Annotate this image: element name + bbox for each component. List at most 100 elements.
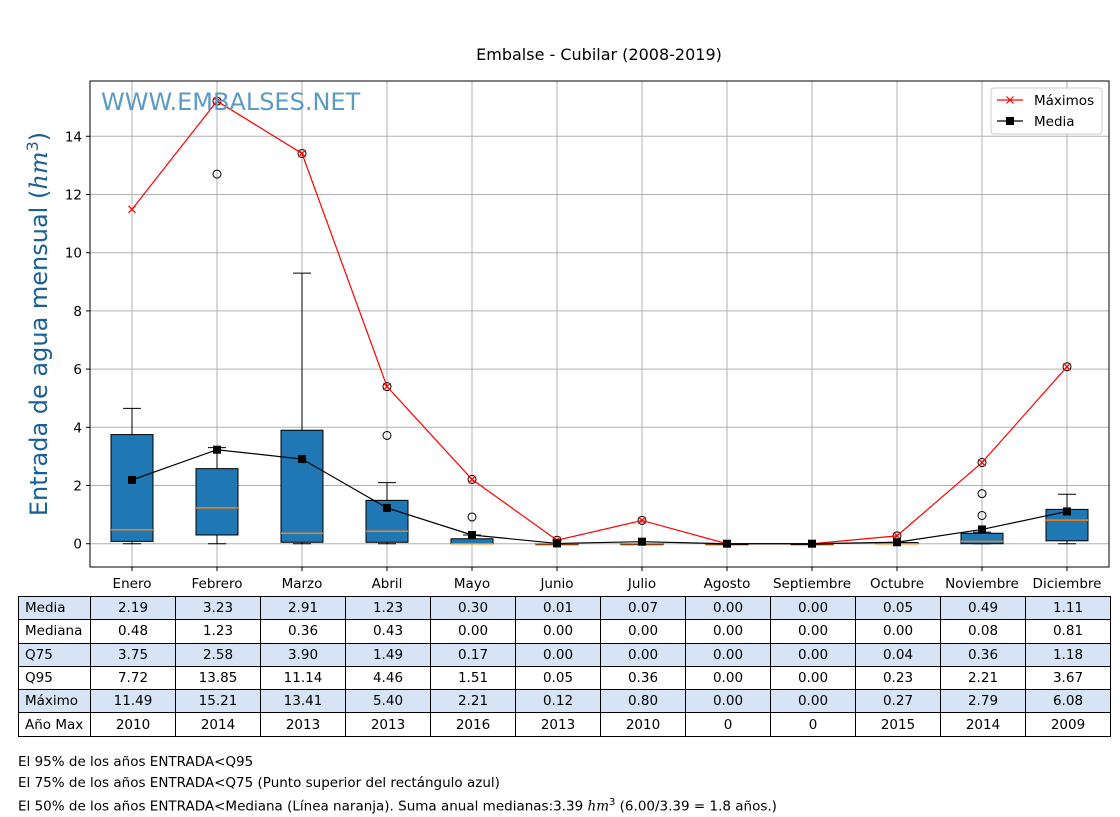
media-marker [1063, 507, 1071, 516]
table-cell: 0.00 [600, 619, 686, 644]
table-row-label: Media [18, 595, 91, 621]
x-tick-label: Agosto [704, 576, 751, 592]
table-cell: 0.80 [600, 689, 686, 714]
table-cell: 0.05 [855, 595, 941, 621]
table-row-label: Año Max [18, 712, 91, 737]
legend: Máximos Media [990, 87, 1103, 135]
footnotes: El 95% de los años ENTRADA<Q95 El 75% de… [18, 752, 777, 817]
table-cell: 0.36 [940, 642, 1026, 667]
box-iqr [960, 532, 1004, 545]
table-cell: 3.90 [260, 642, 346, 667]
outlier-point [467, 512, 477, 522]
table-cell: 0.00 [770, 642, 856, 667]
x-tick-label: Noviembre [945, 576, 1019, 592]
media-marker [213, 445, 221, 454]
y-tick-label: 8 [73, 304, 82, 320]
table-cell: 0.49 [940, 595, 1026, 621]
table-row-label: Mediana [18, 619, 91, 644]
x-tick-label: Diciembre [1033, 576, 1102, 592]
x-tick-label: Septiembre [773, 576, 851, 592]
y-tick-label: 10 [65, 246, 82, 262]
table-cell: 0.17 [430, 642, 516, 667]
table-cell: 0.00 [685, 619, 771, 644]
table-cell: 2.58 [175, 642, 261, 667]
media-marker [553, 539, 561, 548]
media-marker [383, 503, 391, 512]
table-cell: 2014 [940, 712, 1026, 737]
y-axis-label: Entrada de agua mensual (hm3) [23, 132, 54, 516]
y-tick-label: 4 [73, 420, 82, 436]
table-cell: 1.18 [1025, 642, 1111, 667]
table-cell: 0.00 [770, 665, 856, 691]
table-cell: 0.43 [345, 619, 431, 644]
y-tick-label: 2 [73, 479, 82, 495]
table-cell: 0.05 [515, 665, 601, 691]
media-marker [808, 539, 816, 548]
box-series [110, 96, 1089, 546]
note-median-ratio: (6.00/3.39 = 1.8 años.) [615, 798, 777, 815]
table-cell: 1.23 [345, 595, 431, 621]
series-line-0 [131, 100, 1068, 545]
table-cell: 1.11 [1025, 595, 1111, 621]
table-cell: 11.49 [90, 689, 176, 714]
statistics-table: Media 2.19 3.23 2.91 1.23 0.30 0.01 0.07 0.00 0.0… [18, 595, 1111, 737]
x-tick-label: Junio [539, 576, 573, 592]
note-q95: El 95% de los años ENTRADA<Q95 [18, 754, 254, 770]
table-row: Media 2.19 3.23 2.91 1.23 0.30 0.01 0.07 0.00 0.0… [18, 595, 1111, 621]
media-marker [978, 525, 986, 534]
outlier-point [977, 458, 987, 468]
table-cell: 0.23 [855, 665, 941, 691]
table-row-label: Q95 [18, 665, 91, 691]
x-axis-ticks: Enero Febrero Marzo Abril Mayo Junio Julio Agos… [113, 567, 1102, 592]
plot-frame [89, 80, 1110, 568]
table-cell: 0 [770, 712, 856, 737]
y-tick-label: 14 [65, 129, 82, 145]
maximos-marker [893, 531, 901, 540]
table-cell: 15.21 [175, 689, 261, 714]
media-marker [638, 537, 646, 546]
box-noviembre [960, 458, 1004, 545]
y-tick-label: 6 [73, 362, 82, 378]
y-tick-label: 12 [65, 187, 82, 203]
table-cell: 2016 [430, 712, 516, 737]
table-cell: 2010 [600, 712, 686, 737]
table-cell: 5.40 [345, 689, 431, 714]
box-enero [110, 407, 154, 545]
maximos-marker [638, 516, 646, 525]
x-tick-label: Octubre [870, 576, 924, 592]
table-cell: 0.00 [770, 689, 856, 714]
table-cell: 1.51 [430, 665, 516, 691]
table-cell: 0.00 [430, 619, 516, 644]
table-cell: 0.30 [430, 595, 516, 621]
table-row-label: Q75 [18, 642, 91, 667]
table-cell: 13.85 [175, 665, 261, 691]
table-cell: 0.04 [855, 642, 941, 667]
outlier-point [977, 510, 987, 520]
media-marker [893, 538, 901, 547]
table-cell: 2013 [345, 712, 431, 737]
x-tick-label: Mayo [454, 576, 490, 592]
maximos-marker [1063, 362, 1071, 371]
maximos-marker [213, 97, 221, 106]
table-cell: 1.23 [175, 619, 261, 644]
outlier-point [382, 382, 392, 392]
box-iqr [280, 429, 324, 543]
y-tick-label: 0 [73, 537, 82, 553]
table-cell: 0.08 [940, 619, 1026, 644]
table-cell: 11.14 [260, 665, 346, 691]
table-cell: 0.07 [600, 595, 686, 621]
table-cell: 0.81 [1025, 619, 1111, 644]
outlier-point [977, 489, 987, 499]
y-axis-label-text: Entrada de agua mensual [25, 207, 53, 517]
table-cell: 0.36 [260, 619, 346, 644]
table-cell: 2014 [175, 712, 261, 737]
watermark: WWW.EMBALSES.NET [101, 88, 361, 116]
table-cell: 0.00 [515, 642, 601, 667]
table-row: Q75 3.75 2.58 3.90 1.49 0.17 0.00 0.00 0.00 0.00 0… [18, 642, 1111, 667]
table-cell: 2009 [1025, 712, 1111, 737]
table-cell: 2.91 [260, 595, 346, 621]
maximos-marker [128, 205, 136, 214]
table-cell: 0.00 [770, 595, 856, 621]
media-marker [298, 455, 306, 464]
x-tick-label: Marzo [282, 576, 323, 592]
